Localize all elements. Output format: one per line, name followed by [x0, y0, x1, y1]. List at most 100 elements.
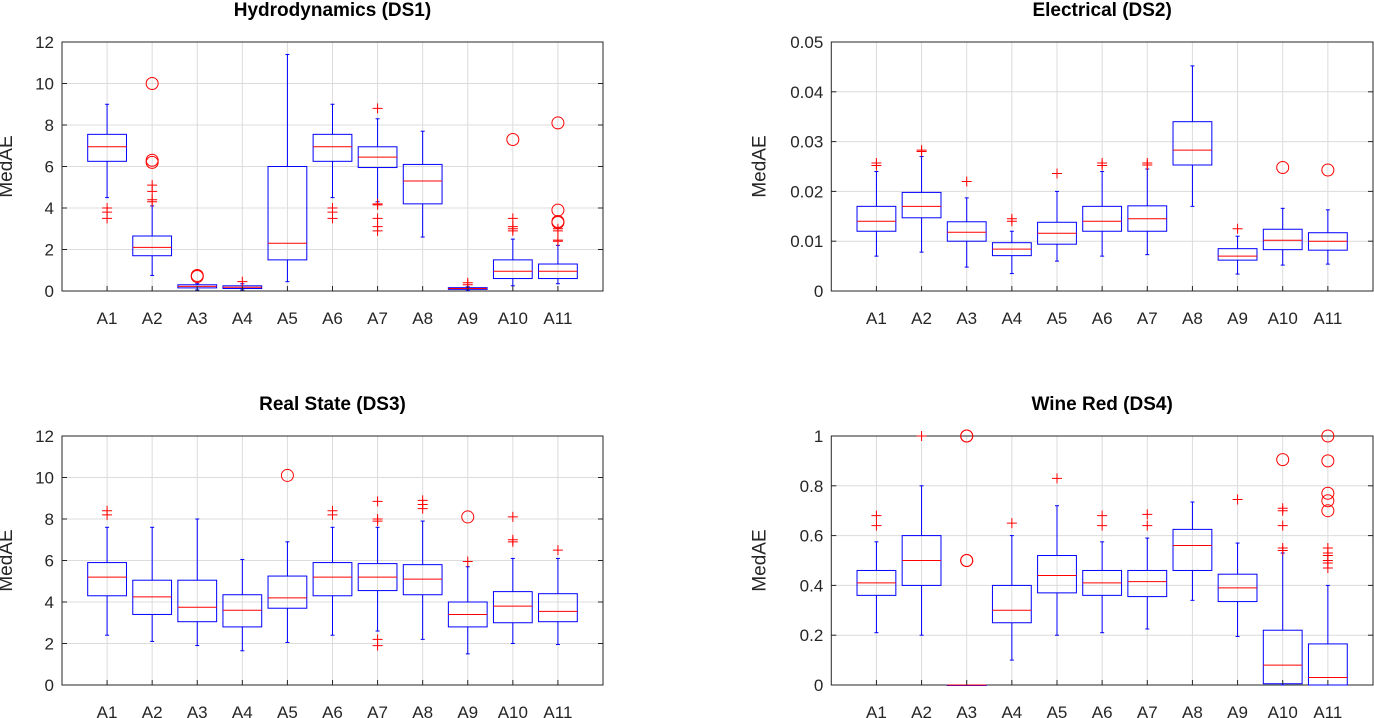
- y-tick-label: 6: [45, 158, 54, 177]
- x-tick-label: A1: [97, 309, 118, 328]
- x-tick-label: A7: [367, 309, 388, 328]
- chart-title: Electrical (DS2): [1032, 0, 1171, 21]
- y-tick-label: 12: [35, 33, 54, 52]
- x-tick-label: A10: [498, 703, 528, 718]
- box-iqr: [267, 166, 308, 261]
- outlier-plus: [916, 145, 927, 156]
- x-tick-label: A4: [1001, 703, 1022, 718]
- outlier-plus: [1232, 494, 1243, 505]
- outlier-plus: [871, 158, 882, 169]
- x-tick-label: A8: [1182, 703, 1203, 718]
- x-tick-label: A8: [412, 309, 433, 328]
- y-tick-label: 0.04: [790, 83, 823, 102]
- y-tick-label: 4: [45, 593, 54, 612]
- box-iqr: [312, 133, 353, 162]
- x-tick-label: A3: [187, 309, 208, 328]
- box-iqr: [1037, 555, 1077, 594]
- y-tick-label: 4: [45, 199, 54, 218]
- box-A9: [447, 510, 488, 655]
- box-A6: [1082, 158, 1123, 257]
- x-tick-label: A6: [1092, 703, 1113, 718]
- outlier-plus: [916, 431, 927, 441]
- outlier-circle: [145, 77, 159, 90]
- box-A5: [1037, 168, 1077, 262]
- y-tick-label: 6: [45, 552, 54, 571]
- x-tick-label: A4: [232, 309, 253, 328]
- y-tick-label: 1: [814, 427, 823, 446]
- y-tick-label: 8: [45, 510, 54, 529]
- x-tick-label: A3: [956, 309, 977, 328]
- box-A3: [946, 176, 987, 268]
- outlier-plus: [372, 516, 383, 527]
- x-tick-label: A10: [1268, 309, 1298, 328]
- outlier-circle: [551, 214, 565, 228]
- x-tick-label: A10: [498, 309, 528, 328]
- outlier-plus: [372, 640, 383, 651]
- box-iqr: [1262, 228, 1303, 251]
- subplot-4: 0 0.2 0.4 0.6 0.8 1 Wine Red (DS4) MedAE A1 A2 A3 A…: [749, 394, 1374, 718]
- box-A1: [87, 103, 127, 224]
- outlier-plus: [237, 276, 248, 287]
- box-iqr: [946, 221, 987, 242]
- box-iqr: [1127, 569, 1168, 598]
- outlier-plus: [871, 510, 882, 521]
- outlier-plus: [507, 534, 518, 545]
- box-iqr: [402, 564, 443, 596]
- x-tick-label: A4: [1001, 309, 1022, 328]
- outlier-plus: [1232, 223, 1243, 234]
- x-tick-label: A3: [187, 703, 208, 718]
- outlier-plus: [372, 103, 383, 114]
- x-tick-label: A5: [277, 309, 298, 328]
- x-tick-label: A8: [1182, 309, 1203, 328]
- box-iqr: [312, 562, 353, 597]
- y-axis-label: MedAE: [0, 135, 17, 197]
- box-A6: [312, 505, 353, 636]
- outlier-plus: [147, 196, 158, 207]
- box-iqr: [1217, 248, 1258, 261]
- box-iqr: [267, 575, 308, 609]
- outlier-plus: [1277, 543, 1288, 554]
- x-tick-label: A3: [956, 703, 977, 718]
- box-A11: [1307, 163, 1348, 265]
- outlier-plus: [1006, 518, 1017, 529]
- x-tick-label: A11: [1313, 309, 1342, 328]
- outlier-plus: [1006, 213, 1017, 224]
- box-A8: [1172, 65, 1213, 207]
- x-tick-label: A4: [232, 703, 253, 718]
- box-iqr: [856, 205, 897, 232]
- x-tick-label: A10: [1268, 703, 1298, 718]
- outlier-plus: [102, 213, 113, 224]
- outlier-plus: [1097, 158, 1108, 169]
- y-axis-label: MedAE: [749, 529, 770, 591]
- outlier-plus: [417, 495, 428, 506]
- outlier-plus: [507, 213, 518, 224]
- box-A5: [267, 53, 308, 283]
- chart-title: Real State (DS3): [259, 394, 406, 415]
- x-tick-label: A9: [457, 309, 478, 328]
- x-tick-label: A2: [911, 703, 932, 718]
- x-tick-label: A7: [367, 703, 388, 718]
- outlier-plus: [1097, 520, 1108, 531]
- outlier-circle: [145, 153, 159, 167]
- outlier-plus: [327, 213, 338, 224]
- outlier-plus: [1277, 503, 1288, 514]
- y-tick-label: 0.8: [800, 477, 824, 496]
- y-tick-label: 0.6: [800, 527, 824, 546]
- x-tick-label: A7: [1137, 309, 1158, 328]
- x-tick-label: A11: [1313, 703, 1342, 718]
- x-tick-label: A2: [142, 309, 163, 328]
- y-tick-label: 0.4: [800, 576, 824, 595]
- y-tick-label: 0: [45, 282, 54, 301]
- box-iqr: [538, 593, 578, 623]
- box-A4: [991, 518, 1032, 661]
- box-A10: [1262, 160, 1303, 266]
- y-tick-label: 8: [45, 116, 54, 135]
- outlier-circle: [1276, 160, 1290, 174]
- outlier-plus: [507, 511, 518, 522]
- chart-title: Wine Red (DS4): [1031, 394, 1172, 415]
- box-A8: [1172, 501, 1213, 601]
- box-A8: [402, 495, 443, 640]
- y-tick-label: 0.01: [790, 232, 823, 251]
- outlier-circle: [960, 429, 974, 443]
